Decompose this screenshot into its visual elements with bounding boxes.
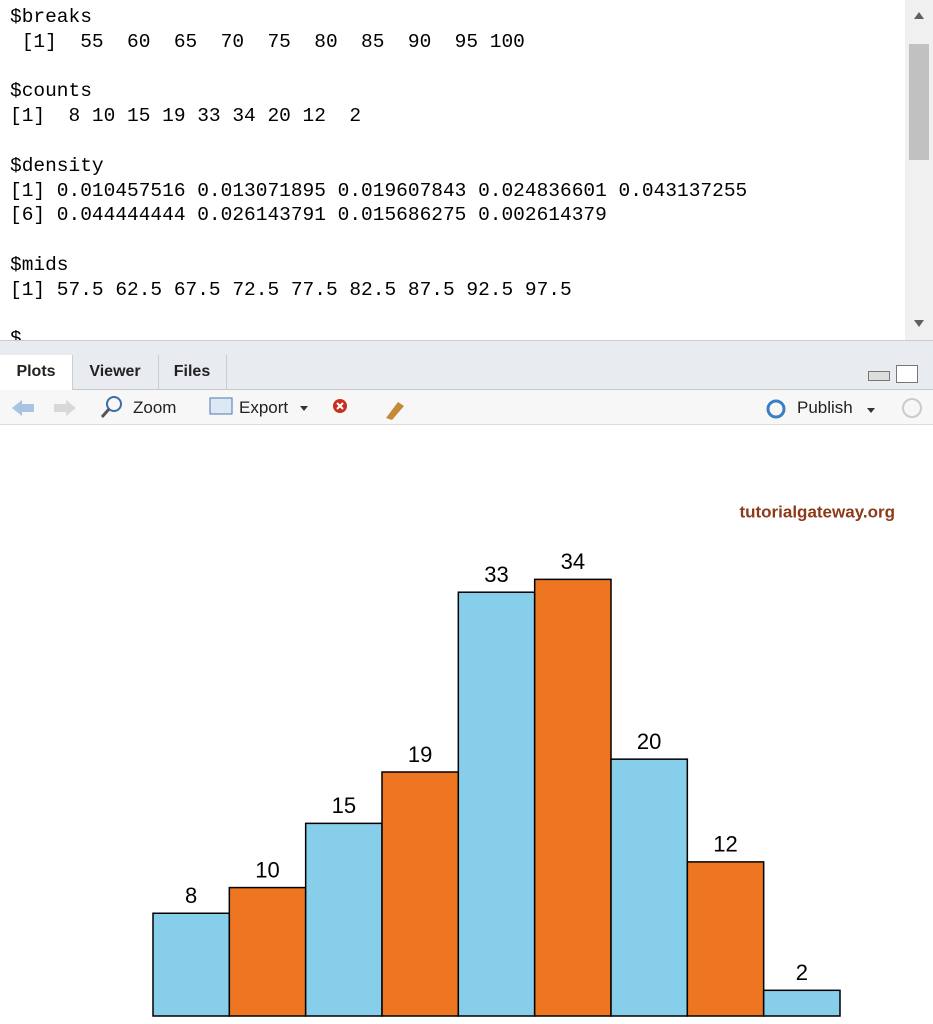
clear-icon[interactable] [386, 402, 404, 420]
tab[interactable]: Plots [0, 355, 73, 391]
zoom-button[interactable]: Zoom [133, 398, 177, 417]
bar [304, 822, 383, 1017]
bar-label: 8 [185, 883, 197, 908]
toolbar: Zoom Export Publish [0, 390, 933, 425]
console-line: [1] 8 10 15 19 33 34 20 12 2 [10, 105, 362, 128]
bar-label: 15 [332, 793, 356, 818]
console: $breaks [1] 55 60 65 70 75 80 85 90 95 1… [0, 0, 905, 340]
export-button[interactable]: Export [239, 398, 289, 417]
bar-label: 34 [561, 549, 585, 574]
bar [610, 758, 689, 1017]
publish-caret [867, 408, 875, 413]
refresh-icon[interactable] [902, 398, 922, 418]
console-line: $ [10, 328, 22, 340]
export-icon[interactable] [209, 397, 233, 415]
minimize[interactable] [868, 371, 890, 381]
scroll-thumb[interactable] [909, 44, 929, 160]
forward-icon[interactable] [54, 400, 76, 416]
bar [686, 861, 765, 1017]
scroll-up[interactable] [914, 12, 924, 19]
bar [228, 886, 307, 1017]
bar-label: 12 [713, 832, 737, 857]
bar [762, 989, 841, 1017]
bar [533, 578, 612, 1017]
publish-icon[interactable] [766, 399, 786, 419]
export-caret [300, 406, 308, 411]
back-icon[interactable] [12, 400, 34, 416]
plot: tutorialgateway.org 8 10 15 19 33 34 20 12 2 [152, 502, 895, 1017]
bar [381, 771, 460, 1017]
bar-label: 10 [255, 857, 279, 882]
zoom-icon[interactable] [106, 396, 122, 412]
console-line: [6] 0.044444444 0.026143791 0.015686275 … [10, 204, 607, 227]
bar-label: 2 [796, 960, 808, 985]
tab[interactable]: Viewer [72, 355, 159, 391]
remove-x [336, 402, 344, 410]
console-line: $density [10, 154, 104, 177]
watermark: tutorialgateway.org [739, 502, 895, 521]
pane-tabs: Plots Viewer Files [0, 340, 933, 391]
bar [457, 591, 536, 1017]
bar [152, 912, 231, 1017]
console-line: [1] 55 60 65 70 75 80 85 90 95 100 [10, 30, 525, 53]
console-line: [1] 0.010457516 0.013071895 0.019607843 … [10, 179, 748, 202]
bar-label: 19 [408, 742, 432, 767]
zoom-icon-handle [100, 408, 111, 418]
scroll-down[interactable] [914, 320, 924, 327]
bar-label: 33 [484, 562, 508, 587]
toolbar-icons [12, 396, 922, 420]
tab[interactable]: Files [158, 355, 227, 391]
maximize[interactable] [896, 365, 918, 383]
publish-button[interactable]: Publish [797, 398, 853, 417]
console-line: $breaks [10, 6, 92, 28]
console-line: [1] 57.5 62.5 67.5 72.5 77.5 82.5 87.5 9… [10, 278, 572, 301]
console-line: $counts [10, 80, 92, 103]
console-line: $mids [10, 254, 69, 276]
bar-label: 20 [637, 729, 661, 754]
scrollbar[interactable] [905, 0, 933, 340]
